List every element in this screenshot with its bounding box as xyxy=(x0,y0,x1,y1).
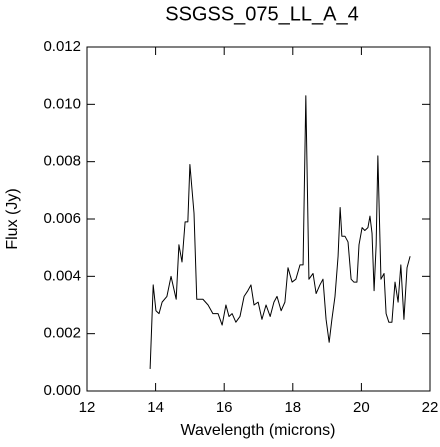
x-axis-label: Wavelength (microns) xyxy=(180,422,335,439)
x-tick-label: 12 xyxy=(79,399,96,416)
chart-title: SSGSS_075_LL_A_4 xyxy=(165,3,359,25)
x-tick-label: 14 xyxy=(147,399,164,416)
x-tick-label: 18 xyxy=(284,399,301,416)
y-tick-label: 0.006 xyxy=(43,210,81,227)
y-tick-label: 0.008 xyxy=(43,153,81,170)
x-tick-label: 22 xyxy=(422,399,439,416)
x-tick-label: 20 xyxy=(353,399,370,416)
y-tick-label: 0.004 xyxy=(43,267,81,284)
y-axis-label: Flux (Jy) xyxy=(4,188,21,249)
x-tick-label: 16 xyxy=(216,399,233,416)
y-tick-label: 0.000 xyxy=(43,382,81,399)
plot-frame xyxy=(86,46,431,392)
y-tick-label: 0.002 xyxy=(43,325,81,342)
y-tick-label: 0.012 xyxy=(43,38,81,55)
data-line xyxy=(149,95,411,369)
y-tick-label: 0.010 xyxy=(43,95,81,112)
